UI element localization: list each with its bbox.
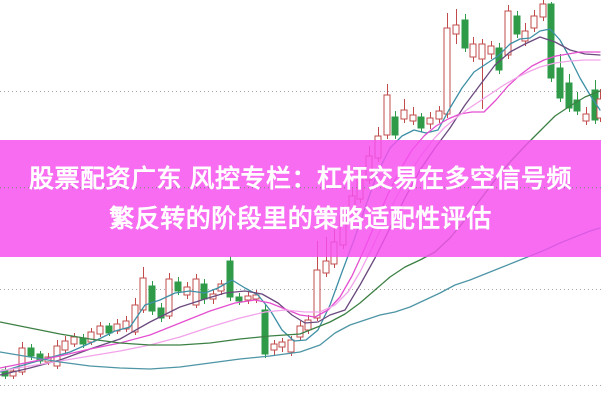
candle-body [435, 110, 443, 120]
candle-body [200, 283, 208, 300]
candle-body [452, 24, 460, 35]
candle-body [278, 341, 286, 348]
candle-body [539, 3, 547, 18]
candle-body [443, 27, 451, 115]
candle-body [504, 10, 512, 56]
candle-body [270, 343, 278, 351]
candle-body [322, 260, 330, 274]
candle-body [313, 269, 321, 319]
candle-body [426, 117, 434, 125]
candle-body [296, 325, 304, 338]
candle-body [18, 347, 26, 373]
candle-body [157, 307, 165, 319]
candle-body [226, 260, 234, 298]
candle-body [131, 304, 139, 333]
candle-body [148, 285, 156, 312]
candle-body [96, 325, 104, 335]
candle-body [304, 319, 312, 331]
candle-body [400, 109, 408, 120]
candle-body [521, 30, 529, 42]
candle-body [469, 43, 477, 58]
candle-body [287, 339, 295, 353]
candle-body [9, 370, 17, 377]
ma-purple [0, 36, 601, 376]
candle-body [174, 281, 182, 292]
candle-body [61, 340, 69, 351]
candle-body [79, 337, 87, 345]
candle-body [582, 113, 590, 122]
candle-body [261, 309, 269, 355]
candle-body [478, 43, 486, 60]
candle-body [409, 114, 417, 122]
article-title-line1: 股票配资广东 风控专栏：杠杆交易在多空信号频 [29, 164, 572, 193]
candle-body [244, 295, 252, 301]
candle-body [87, 331, 95, 343]
title-banner [0, 140, 601, 257]
candle-body [461, 19, 469, 49]
candle-body [513, 15, 521, 35]
candle-body [122, 320, 130, 330]
candle-body [70, 336, 78, 345]
gridline-overlay [0, 187, 601, 188]
candle-body [530, 15, 538, 29]
candle-body [417, 116, 425, 129]
article-title-line2: 繁反转的阶段里的策略适配性评估 [109, 204, 492, 233]
candle-body [27, 347, 35, 357]
article-title: 股票配资广东 风控专栏：杠杆交易在多空信号频 繁反转的阶段里的策略适配性评估 [0, 140, 601, 257]
candle-body [165, 278, 173, 317]
candle-body [383, 94, 391, 136]
candle-body [391, 116, 399, 136]
candle-body [565, 82, 573, 109]
candle-body [556, 67, 564, 99]
candle-body [573, 99, 581, 112]
candle-body [105, 325, 113, 334]
candle-body [235, 296, 243, 302]
candle-body [487, 45, 495, 55]
candle-body [139, 277, 147, 311]
